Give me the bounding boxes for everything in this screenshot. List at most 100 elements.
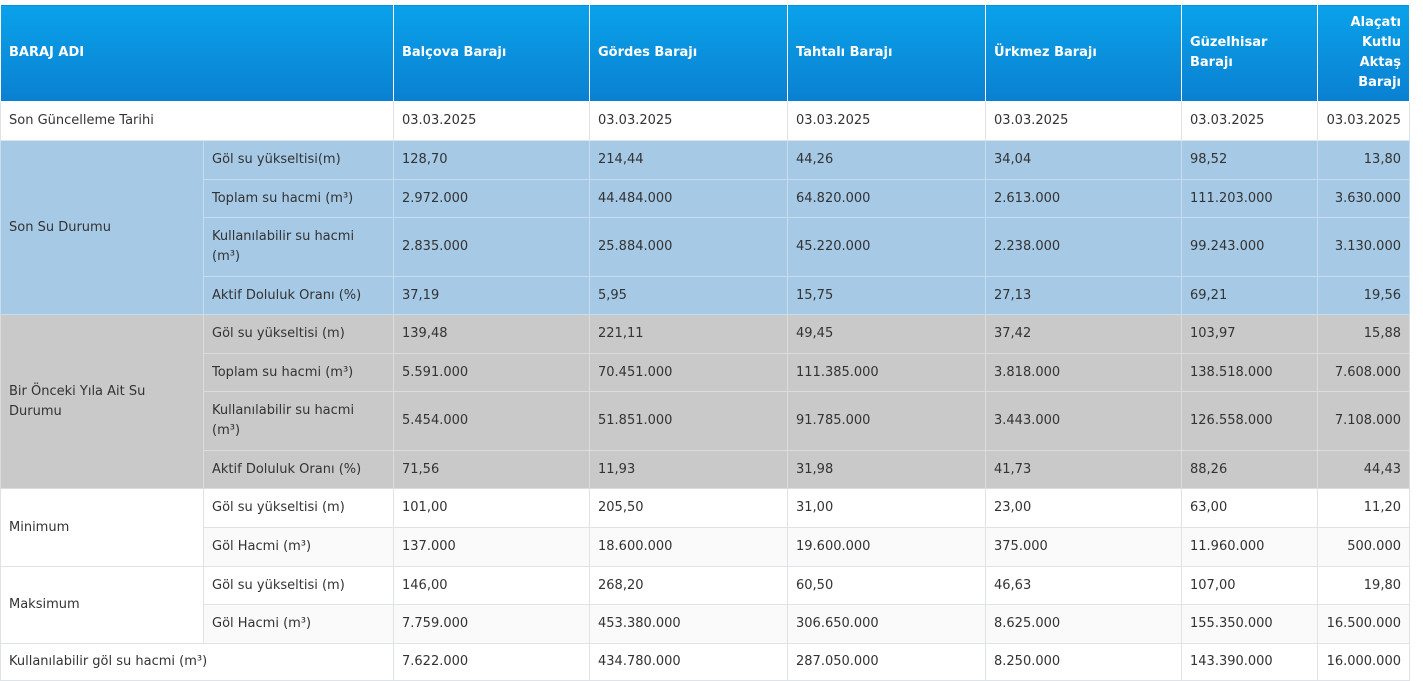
value-cell: 137.000 <box>393 527 590 567</box>
value-cell: 434.780.000 <box>589 643 788 681</box>
value-cell: 03.03.2025 <box>985 101 1182 141</box>
value-cell: 453.380.000 <box>589 604 788 644</box>
value-cell: 03.03.2025 <box>589 101 788 141</box>
value-cell: 7.108.000 <box>1317 391 1410 451</box>
value-cell: 500.000 <box>1317 527 1410 567</box>
value-cell: 46,63 <box>985 566 1182 605</box>
value-cell: 23,00 <box>985 488 1182 528</box>
value-cell: 25.884.000 <box>589 217 788 277</box>
dam-name: Ürkmez Barajı <box>985 4 1182 102</box>
dam-name: Gördes Barajı <box>589 4 788 102</box>
value-cell: 5.454.000 <box>393 391 590 451</box>
table-row: Bir Önceki Yıla Ait Su Durumu Göl su yüks… <box>0 314 1410 489</box>
value-cell: 139,48 <box>393 314 590 354</box>
table-row: Son Güncelleme Tarihi 03.03.2025 03.03.202… <box>0 101 1410 141</box>
value-cell: 19,56 <box>1317 276 1410 315</box>
value-cell: 111.385.000 <box>787 353 986 392</box>
value-cell: 126.558.000 <box>1181 391 1318 451</box>
table-row: BARAJ ADI Balçova Barajı Gördes Barajı Taht… <box>0 4 1410 102</box>
value-cell: 51.851.000 <box>589 391 788 451</box>
sub-label: Kullanılabilir su hacmi (m³) <box>203 391 394 451</box>
sub-label: Göl su yükseltisi (m) <box>203 488 394 528</box>
value-cell: 2.238.000 <box>985 217 1182 277</box>
table-row: Toplam su hacmi (m³) 5.591.000 70.451.000 1… <box>1 353 1410 392</box>
sub-label: Toplam su hacmi (m³) <box>203 353 394 392</box>
value-cell: 03.03.2025 <box>787 101 986 141</box>
group-label: Minimum <box>0 488 204 567</box>
dam-table: BARAJ ADI Balçova Barajı Gördes Barajı Taht… <box>0 4 1410 681</box>
value-cell: 11,93 <box>589 450 788 489</box>
value-cell: 60,50 <box>787 566 986 605</box>
value-cell: 19,80 <box>1317 566 1410 605</box>
table-row: Göl Hacmi (m³) 137.000 18.600.000 19.600.00… <box>1 527 1410 567</box>
value-cell: 44,43 <box>1317 450 1410 489</box>
table-row: Maksimum Göl su yükseltisi (m) 146,00 268,2… <box>0 566 1410 644</box>
group-label: Son Su Durumu <box>0 140 204 315</box>
value-cell: 34,04 <box>985 140 1182 180</box>
value-cell: 19.600.000 <box>787 527 986 567</box>
sub-label: Aktif Doluluk Oranı (%) <box>203 450 394 489</box>
value-cell: 7.622.000 <box>393 643 590 681</box>
table-row: Son Su Durumu Göl su yükseltisi(m) 128,70 2… <box>0 140 1410 315</box>
value-cell: 44.484.000 <box>589 179 788 218</box>
value-cell: 71,56 <box>393 450 590 489</box>
value-cell: 7.608.000 <box>1317 353 1410 392</box>
value-cell: 107,00 <box>1181 566 1318 605</box>
value-cell: 45.220.000 <box>787 217 986 277</box>
value-cell: 3.630.000 <box>1317 179 1410 218</box>
value-cell: 3.130.000 <box>1317 217 1410 277</box>
value-cell: 70.451.000 <box>589 353 788 392</box>
value-cell: 15,88 <box>1317 314 1410 354</box>
value-cell: 221,11 <box>589 314 788 354</box>
value-cell: 11,20 <box>1317 488 1410 528</box>
value-cell: 27,13 <box>985 276 1182 315</box>
value-cell: 37,19 <box>393 276 590 315</box>
value-cell: 5,95 <box>589 276 788 315</box>
value-cell: 214,44 <box>589 140 788 180</box>
table-row: Toplam su hacmi (m³) 2.972.000 44.484.000 6… <box>1 179 1410 218</box>
value-cell: 15,75 <box>787 276 986 315</box>
value-cell: 2.972.000 <box>393 179 590 218</box>
table-row: Göl Hacmi (m³) 7.759.000 453.380.000 306.65… <box>1 604 1410 644</box>
value-cell: 138.518.000 <box>1181 353 1318 392</box>
sub-label: Kullanılabilir su hacmi (m³) <box>203 217 394 277</box>
value-cell: 7.759.000 <box>393 604 590 644</box>
value-cell: 8.625.000 <box>985 604 1182 644</box>
dam-table-container: BARAJ ADI Balçova Barajı Gördes Barajı Taht… <box>0 4 1410 681</box>
value-cell: 306.650.000 <box>787 604 986 644</box>
value-cell: 03.03.2025 <box>393 101 590 141</box>
value-cell: 3.818.000 <box>985 353 1182 392</box>
sub-label: Göl su yükseltisi(m) <box>203 140 394 180</box>
table-row: Aktif Doluluk Oranı (%) 37,19 5,95 15,75 27,… <box>1 276 1410 315</box>
value-cell: 64.820.000 <box>787 179 986 218</box>
value-cell: 268,20 <box>589 566 788 605</box>
table-row: Kullanılabilir su hacmi (m³) 2.835.000 25.… <box>1 217 1410 277</box>
value-cell: 13,80 <box>1317 140 1410 180</box>
value-cell: 287.050.000 <box>787 643 986 681</box>
value-cell: 41,73 <box>985 450 1182 489</box>
row-label: Son Güncelleme Tarihi <box>0 101 394 141</box>
value-cell: 16.500.000 <box>1317 604 1410 644</box>
dam-name: Alaçatı Kutlu Aktaş Barajı <box>1317 4 1410 102</box>
value-cell: 31,00 <box>787 488 986 528</box>
value-cell: 63,00 <box>1181 488 1318 528</box>
value-cell: 88,26 <box>1181 450 1318 489</box>
value-cell: 37,42 <box>985 314 1182 354</box>
table-row: Kullanılabilir su hacmi (m³) 5.454.000 51.… <box>1 391 1410 451</box>
value-cell: 69,21 <box>1181 276 1318 315</box>
value-cell: 146,00 <box>393 566 590 605</box>
group-label: Bir Önceki Yıla Ait Su Durumu <box>0 314 204 489</box>
header-cell: BARAJ ADI <box>0 4 394 102</box>
value-cell: 18.600.000 <box>589 527 788 567</box>
value-cell: 128,70 <box>393 140 590 180</box>
sub-label: Göl su yükseltisi (m) <box>203 566 394 605</box>
sub-label: Toplam su hacmi (m³) <box>203 179 394 218</box>
value-cell: 111.203.000 <box>1181 179 1318 218</box>
value-cell: 99.243.000 <box>1181 217 1318 277</box>
value-cell: 8.250.000 <box>985 643 1182 681</box>
value-cell: 5.591.000 <box>393 353 590 392</box>
table-row: Aktif Doluluk Oranı (%) 71,56 11,93 31,98 41… <box>1 450 1410 489</box>
value-cell: 375.000 <box>985 527 1182 567</box>
